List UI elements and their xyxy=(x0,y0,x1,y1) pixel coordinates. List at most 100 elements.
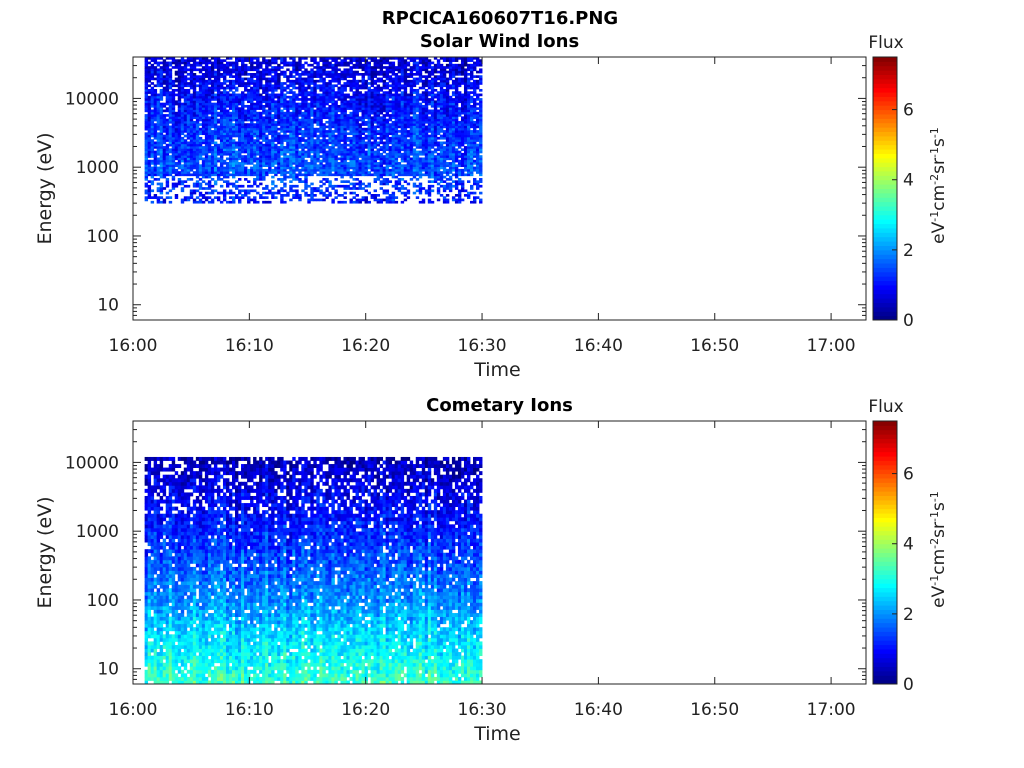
heatmap-cell xyxy=(184,151,187,154)
heatmap-cell xyxy=(166,96,169,99)
heatmap-cell xyxy=(148,96,151,99)
heatmap-cell xyxy=(310,114,313,117)
heatmap-cell xyxy=(205,94,208,97)
heatmap-cell xyxy=(199,178,202,181)
heatmap-cell xyxy=(238,112,241,115)
heatmap-cell xyxy=(226,183,229,186)
heatmap-cell xyxy=(160,103,163,106)
heatmap-cell xyxy=(232,98,235,101)
heatmap-cell xyxy=(166,126,169,129)
heatmap-cell xyxy=(184,119,187,122)
heatmap-cell xyxy=(253,189,256,192)
heatmap-cell xyxy=(250,171,253,174)
heatmap-cell xyxy=(265,116,268,119)
heatmap-cell xyxy=(340,176,343,179)
heatmap-cell xyxy=(316,144,319,147)
heatmap-cell xyxy=(172,126,175,129)
heatmap-cell xyxy=(280,146,283,149)
heatmap-cell xyxy=(223,121,226,124)
heatmap-cell xyxy=(349,187,352,190)
heatmap-cell xyxy=(292,107,295,110)
heatmap-cell xyxy=(229,169,232,172)
heatmap-cell xyxy=(301,116,304,119)
heatmap-cell xyxy=(220,146,223,149)
heatmap-cell xyxy=(241,151,244,154)
heatmap-cell xyxy=(163,173,166,176)
heatmap-cell xyxy=(154,153,157,156)
heatmap-cell xyxy=(211,137,214,140)
heatmap-cell xyxy=(277,132,280,135)
heatmap-cell xyxy=(199,137,202,140)
heatmap-cell xyxy=(148,189,151,192)
heatmap-cell xyxy=(346,121,349,124)
heatmap-cell xyxy=(343,185,346,188)
heatmap-cell xyxy=(334,126,337,129)
heatmap-cell xyxy=(148,62,151,65)
heatmap-cell xyxy=(187,96,190,99)
heatmap-cell xyxy=(301,103,304,106)
heatmap-cell xyxy=(166,167,169,170)
heatmap-cell xyxy=(337,137,340,140)
heatmap-cell xyxy=(202,94,205,97)
heatmap-cell xyxy=(343,157,346,160)
heatmap-cell xyxy=(286,75,289,78)
heatmap-cell xyxy=(190,173,193,176)
heatmap-cell xyxy=(298,160,301,163)
heatmap-cell xyxy=(148,89,151,92)
heatmap-cell xyxy=(343,171,346,174)
heatmap-cell xyxy=(256,164,259,167)
heatmap-cell xyxy=(256,75,259,78)
heatmap-cell xyxy=(196,100,199,103)
heatmap-cell xyxy=(247,132,250,135)
heatmap-cell xyxy=(292,167,295,170)
heatmap-cell xyxy=(337,91,340,94)
heatmap-cell xyxy=(229,80,232,83)
heatmap-cell xyxy=(268,73,271,76)
heatmap-cell xyxy=(226,173,229,176)
heatmap-cell xyxy=(178,153,181,156)
heatmap-cell xyxy=(178,75,181,78)
heatmap-cell xyxy=(262,153,265,156)
heatmap-cell xyxy=(262,139,265,142)
heatmap-cell xyxy=(277,75,280,78)
heatmap-cell xyxy=(199,59,202,62)
heatmap-cell xyxy=(262,201,265,204)
heatmap-cell xyxy=(271,94,274,97)
heatmap-cell xyxy=(229,84,232,87)
heatmap-cell xyxy=(319,73,322,76)
heatmap-cell xyxy=(250,73,253,76)
heatmap-cell xyxy=(160,116,163,119)
heatmap-cell xyxy=(262,157,265,160)
heatmap-cell xyxy=(232,135,235,138)
heatmap-cell xyxy=(154,155,157,158)
heatmap-cell xyxy=(163,176,166,179)
heatmap-cell xyxy=(331,126,334,129)
heatmap-cell xyxy=(265,103,268,106)
heatmap-cell xyxy=(301,148,304,151)
heatmap-cell xyxy=(253,141,256,144)
heatmap-cell xyxy=(208,112,211,115)
heatmap-cell xyxy=(259,94,262,97)
heatmap-cell xyxy=(220,105,223,108)
heatmap-cell xyxy=(190,78,193,81)
heatmap-cell xyxy=(271,100,274,103)
heatmap-cell xyxy=(205,148,208,151)
heatmap-cell xyxy=(217,59,220,62)
heatmap-cell xyxy=(169,73,172,76)
heatmap-cell xyxy=(217,114,220,117)
heatmap-cell xyxy=(322,130,325,133)
heatmap-cell xyxy=(256,59,259,62)
heatmap-cell xyxy=(337,62,340,65)
heatmap-cell xyxy=(202,153,205,156)
heatmap-cell xyxy=(157,167,160,170)
heatmap-cell xyxy=(322,123,325,126)
heatmap-cell xyxy=(151,135,154,138)
heatmap-cell xyxy=(313,135,316,138)
heatmap-cell xyxy=(229,201,232,204)
heatmap-cell xyxy=(256,135,259,138)
heatmap-cell xyxy=(157,71,160,74)
heatmap-cell xyxy=(268,80,271,83)
heatmap-cell xyxy=(349,171,352,174)
heatmap-cell xyxy=(331,66,334,69)
heatmap-cell xyxy=(259,126,262,129)
